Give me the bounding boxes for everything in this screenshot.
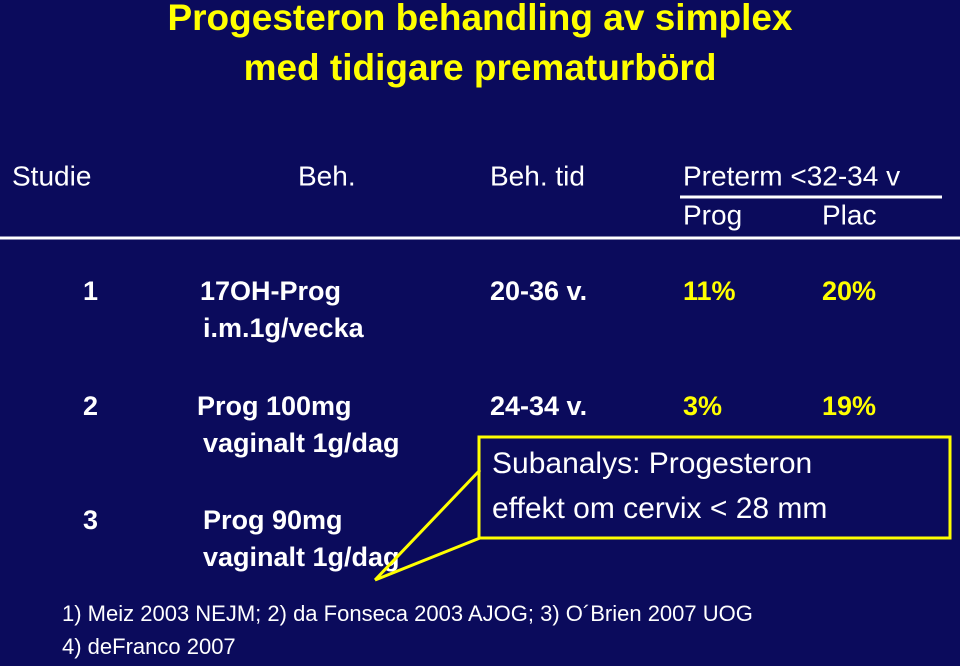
prog-cell: 3% bbox=[683, 391, 722, 421]
treatment-cell: Prog 100mg bbox=[197, 391, 352, 421]
title-line: Progesteron behandling av simplex bbox=[167, 0, 792, 38]
study-cell: 3 bbox=[83, 505, 98, 535]
treatment-cell: vaginalt 1g/dag bbox=[203, 428, 400, 458]
subheader-cell: Prog bbox=[683, 199, 742, 230]
treatment-cell: 17OH-Prog bbox=[200, 276, 341, 306]
study-cell: 2 bbox=[83, 391, 98, 421]
header-cell: Beh. tid bbox=[490, 160, 585, 191]
duration-cell: 24-34 v. bbox=[490, 391, 587, 421]
footnote: 4) deFranco 2007 bbox=[62, 634, 236, 659]
duration-cell: 20-36 v. bbox=[490, 276, 587, 306]
treatment-cell: Prog 90mg bbox=[203, 505, 343, 535]
footnote: 1) Meiz 2003 NEJM; 2) da Fonseca 2003 AJ… bbox=[62, 601, 753, 626]
title-line: med tidigare prematurbörd bbox=[244, 47, 717, 88]
callout-pointer bbox=[374, 536, 481, 582]
callout-pointer bbox=[373, 468, 482, 582]
header-cell: Studie bbox=[12, 160, 91, 191]
callout-text: effekt om cervix < 28 mm bbox=[492, 492, 827, 525]
prog-cell: 11% bbox=[683, 276, 736, 306]
header-cell: Preterm <32-34 v bbox=[683, 160, 900, 191]
subheader-cell: Plac bbox=[822, 199, 876, 230]
table-body: 1 17OH-Prog i.m.1g/vecka 20-36 v. 11% 20% 2 Pro… bbox=[83, 276, 876, 572]
header-cell: Beh. bbox=[298, 160, 356, 191]
plac-cell: 20% bbox=[822, 276, 876, 306]
treatment-cell: i.m.1g/vecka bbox=[203, 313, 365, 343]
treatment-cell: vaginalt 1g/dag bbox=[203, 542, 400, 572]
callout-text: Subanalys: Progesteron bbox=[492, 447, 812, 480]
study-cell: 1 bbox=[83, 276, 98, 306]
callout-box bbox=[477, 435, 952, 540]
plac-cell: 19% bbox=[822, 391, 876, 421]
